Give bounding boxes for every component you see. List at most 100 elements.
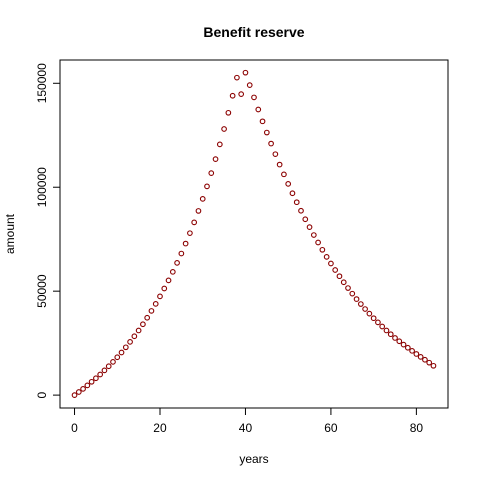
data-point: [328, 260, 334, 267]
data-point: [387, 331, 394, 338]
data-point: [336, 273, 343, 280]
chart-title: Benefit reserve: [203, 24, 304, 40]
data-point: [199, 196, 206, 202]
data-point: [276, 161, 283, 168]
data-point: [212, 156, 219, 163]
data-point: [88, 378, 95, 385]
data-point: [345, 285, 351, 291]
data-point: [396, 338, 403, 345]
data-point: [417, 354, 424, 360]
data-point: [268, 140, 274, 147]
data-point: [187, 230, 193, 237]
data-point: [409, 347, 415, 354]
data-point: [97, 371, 104, 378]
data-point: [306, 224, 313, 230]
data-point: [263, 129, 270, 136]
data-point: [191, 219, 198, 226]
data-point: [251, 94, 257, 101]
data-point: [216, 141, 223, 148]
data-point: [204, 183, 210, 190]
data-point: [118, 349, 125, 356]
y-tick-label: 0: [35, 391, 49, 398]
x-axis-label: years: [239, 452, 268, 466]
data-point: [152, 300, 159, 307]
data-point: [430, 362, 437, 369]
data-point: [319, 246, 326, 253]
y-tick-label: 150000: [35, 63, 49, 103]
data-point: [161, 285, 168, 292]
data-points: [71, 69, 437, 398]
data-point: [349, 290, 356, 297]
data-point: [182, 240, 189, 247]
data-point: [84, 382, 91, 389]
x-tick-label: 80: [410, 421, 424, 435]
x-tick-label: 20: [153, 421, 167, 435]
data-point: [422, 356, 428, 363]
data-point: [293, 199, 300, 206]
y-tick-label: 50000: [35, 274, 49, 308]
data-point: [379, 323, 386, 330]
data-point: [392, 335, 398, 341]
data-point: [195, 208, 202, 214]
data-point: [110, 358, 116, 365]
data-point: [246, 82, 253, 89]
data-point: [298, 207, 304, 214]
data-point: [208, 170, 215, 176]
data-point: [75, 389, 82, 395]
data-point: [229, 92, 236, 99]
y-tick-label: 100000: [35, 167, 49, 207]
data-point: [174, 260, 180, 266]
x-tick-label: 0: [71, 421, 78, 435]
x-tick-label: 40: [239, 421, 253, 435]
data-point: [221, 126, 227, 132]
x-axis: 0 20 40 60 80: [71, 408, 423, 435]
data-point: [169, 268, 176, 275]
data-point: [148, 308, 155, 314]
data-point: [272, 151, 279, 158]
data-point: [310, 232, 317, 238]
data-point: [370, 315, 377, 322]
data-point: [413, 351, 420, 357]
data-point: [165, 277, 172, 284]
data-point: [93, 375, 99, 382]
y-axis-label: amount: [3, 213, 17, 254]
data-point: [242, 69, 249, 76]
data-point: [289, 190, 296, 197]
data-point: [315, 239, 321, 246]
data-point: [135, 327, 142, 334]
data-point: [281, 171, 287, 178]
data-point: [332, 267, 339, 273]
data-point: [71, 392, 78, 398]
data-point: [340, 279, 347, 286]
data-point: [302, 216, 309, 223]
data-point: [238, 91, 245, 97]
data-point: [383, 327, 390, 334]
data-point: [426, 359, 433, 366]
data-point: [127, 339, 133, 345]
data-point: [366, 310, 373, 317]
data-point: [101, 367, 108, 374]
data-point: [375, 319, 381, 326]
data-point: [323, 254, 330, 260]
data-point: [144, 314, 151, 321]
y-axis: 0 50000 100000 150000: [35, 63, 60, 398]
data-point: [178, 250, 185, 257]
data-point: [404, 344, 411, 351]
data-point: [140, 321, 146, 328]
data-point: [357, 301, 364, 307]
data-point: [105, 363, 112, 370]
data-point: [259, 118, 266, 125]
data-point: [122, 344, 129, 351]
data-point: [157, 293, 163, 300]
data-point: [114, 354, 121, 361]
data-point: [285, 181, 292, 187]
data-point: [255, 106, 262, 113]
plot-frame: [59, 59, 449, 409]
data-point: [80, 386, 86, 392]
data-point: [400, 341, 407, 348]
data-point: [353, 296, 360, 302]
data-point: [362, 306, 368, 312]
data-point: [131, 333, 138, 340]
x-tick-label: 60: [324, 421, 338, 435]
